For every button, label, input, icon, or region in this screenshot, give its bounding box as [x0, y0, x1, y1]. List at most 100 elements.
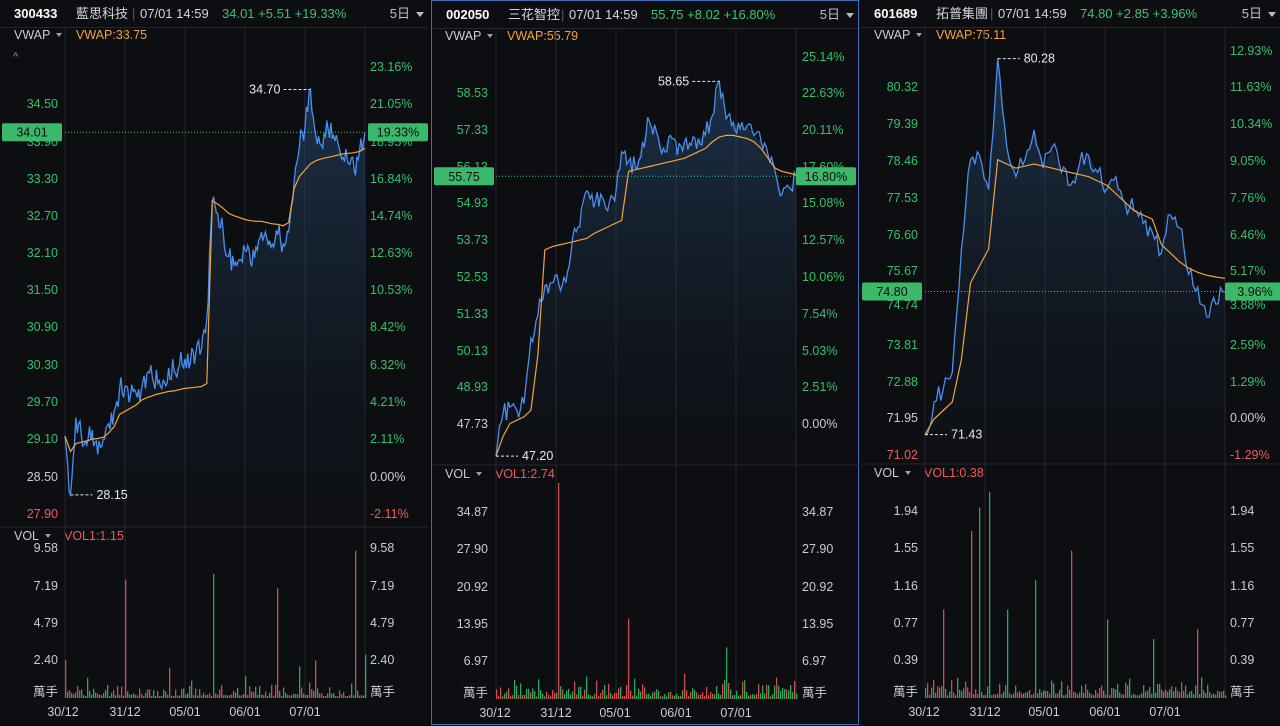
volume-bar: [201, 695, 203, 698]
volume-bar: [1145, 691, 1147, 698]
volume-bar: [193, 694, 195, 698]
caret-up-icon[interactable]: ^: [13, 51, 19, 63]
price-tick-label: 32.10: [27, 246, 58, 260]
vwap-indicator-menu[interactable]: VWAP: [445, 29, 482, 43]
volume-bar: [357, 690, 359, 698]
volume-bar: [536, 696, 538, 699]
volume-bar: [309, 682, 311, 698]
volume-bar: [554, 693, 556, 699]
volume-bar: [1023, 693, 1025, 698]
volume-bar: [540, 690, 542, 699]
volume-bar: [83, 695, 85, 698]
volume-bar: [337, 696, 339, 698]
volume-bar: [534, 690, 536, 699]
volume-unit-right: 萬手: [1230, 685, 1255, 699]
volume-bar: [548, 695, 550, 699]
percent-tick-label: 6.46%: [1230, 228, 1265, 242]
volume-tick-left: 1.16: [894, 579, 918, 593]
volume-bar: [1197, 629, 1199, 698]
volume-bar: [686, 690, 688, 699]
quote-time: 07/01 14:59: [998, 6, 1067, 21]
date-tick-label: 31/12: [109, 705, 140, 719]
volume-bar: [1017, 692, 1019, 698]
volume-bar: [664, 694, 666, 699]
volume-bar: [231, 694, 233, 698]
intraday-chart[interactable]: 34.5033.9033.3032.7032.1031.5030.9030.30…: [0, 0, 428, 725]
chevron-down-icon[interactable]: [846, 13, 854, 18]
chevron-down-icon[interactable]: [916, 33, 922, 37]
chevron-down-icon[interactable]: [45, 534, 51, 538]
chart-panel-002050[interactable]: 002050 三花智控 | 07/01 14:59 55.75 +8.02 +1…: [431, 0, 860, 726]
volume-bar: [251, 691, 253, 698]
volume-bar: [177, 695, 179, 698]
intraday-chart[interactable]: 58.5357.3356.1354.9353.7352.5351.3350.13…: [432, 1, 860, 726]
price-tick-label: 47.73: [457, 417, 488, 431]
volume-bar: [263, 695, 265, 698]
volume-bar: [93, 688, 95, 698]
percent-tick-label: 11.63%: [1230, 80, 1271, 94]
volume-bar: [273, 695, 275, 698]
volume-bar: [77, 685, 79, 698]
volume-bar: [782, 687, 784, 699]
intraday-chart[interactable]: 80.32 79.39 78.46 77.53 76.60 75.67 74.74 73.81…: [860, 0, 1280, 725]
volume-bar: [1167, 691, 1169, 698]
volume-bar: [774, 685, 776, 699]
high-price-label: 34.70: [249, 83, 280, 97]
chevron-down-icon[interactable]: [905, 471, 911, 475]
chevron-down-icon[interactable]: [487, 34, 493, 38]
price-area-fill: [496, 81, 796, 466]
volume-bar: [674, 695, 676, 699]
period-selector[interactable]: 5日: [1241, 6, 1262, 21]
volume-bar: [512, 695, 514, 699]
volume-bar: [630, 690, 632, 699]
volume-bar: [564, 694, 566, 699]
volume-bar: [141, 694, 143, 698]
stock-name: 拓普集團: [936, 6, 989, 21]
volume-bar: [981, 691, 983, 698]
stock-code[interactable]: 300433: [14, 6, 58, 21]
percent-tick-label: 22.63%: [802, 86, 844, 100]
stock-code[interactable]: 601689: [874, 6, 918, 21]
vwap-indicator-menu[interactable]: VWAP: [14, 28, 51, 42]
volume-bar: [127, 691, 129, 698]
volume-bar: [1205, 693, 1207, 698]
volume-bar: [1029, 690, 1031, 698]
chevron-down-icon[interactable]: [476, 472, 482, 476]
period-selector[interactable]: 5日: [389, 6, 410, 21]
date-tick-label: 07/01: [1149, 705, 1180, 719]
price-tick-label: 57.33: [457, 123, 488, 137]
chevron-down-icon[interactable]: [56, 33, 62, 37]
volume-bar: [1183, 691, 1185, 698]
period-selector[interactable]: 5日: [819, 7, 840, 22]
volume-bar: [121, 686, 123, 698]
vwap-indicator-menu[interactable]: VWAP: [874, 28, 911, 42]
date-tick-label: 06/01: [1089, 705, 1120, 719]
volume-tick-right: 7.19: [370, 579, 394, 593]
volume-bar: [610, 693, 612, 699]
vol-indicator-menu[interactable]: VOL: [874, 466, 900, 480]
volume-bar: [1169, 689, 1171, 698]
stock-code[interactable]: 002050: [446, 7, 490, 22]
panel-header: 300433 藍思科技 | 07/01 14:59 34.01 +5.51 +1…: [0, 0, 428, 28]
volume-bar: [325, 695, 327, 698]
volume-bar: [1069, 689, 1071, 698]
chevron-down-icon[interactable]: [1268, 12, 1276, 17]
volume-bar: [612, 695, 614, 699]
volume-bar: [652, 692, 654, 699]
volume-bar: [1015, 685, 1017, 698]
vol-indicator-menu[interactable]: VOL: [445, 467, 471, 481]
percent-tick-label: 25.14%: [802, 50, 844, 64]
volume-bar: [173, 696, 175, 698]
volume-bar: [97, 693, 99, 698]
volume-bar: [303, 693, 305, 698]
percent-tick-label: 12.57%: [802, 233, 844, 247]
chart-panel-601689[interactable]: 601689 拓普集團 | 07/01 14:59 74.80 +2.85 +3…: [860, 0, 1280, 725]
volume-tick-left: 0.39: [894, 653, 918, 667]
volume-bar: [720, 695, 722, 699]
chart-panel-300433[interactable]: 300433 藍思科技 | 07/01 14:59 34.01 +5.51 +1…: [0, 0, 428, 725]
volume-bar: [927, 683, 929, 698]
chevron-down-icon[interactable]: [416, 12, 424, 17]
percent-tick-label: 20.11%: [802, 123, 843, 137]
volume-bar: [1027, 691, 1029, 698]
vol-indicator-menu[interactable]: VOL: [14, 529, 40, 543]
